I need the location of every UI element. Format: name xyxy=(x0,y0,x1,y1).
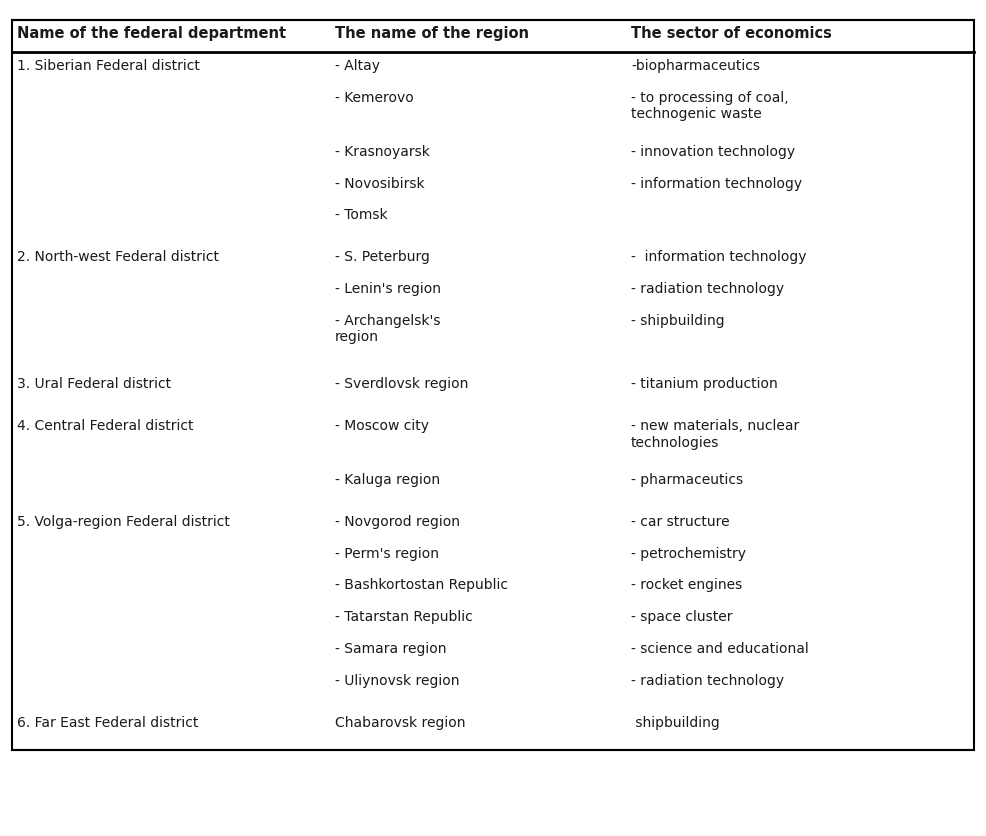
Text: - Sverdlovsk region: - Sverdlovsk region xyxy=(335,377,468,391)
Text: - Kemerovo: - Kemerovo xyxy=(335,91,414,105)
Bar xyxy=(12,21,974,750)
Text: - Moscow city: - Moscow city xyxy=(335,419,429,433)
Text: - space cluster: - space cluster xyxy=(631,609,733,624)
Text: 4. Central Federal district: 4. Central Federal district xyxy=(17,419,193,433)
Text: -biopharmaceutics: -biopharmaceutics xyxy=(631,59,760,74)
Text: - to processing of coal,
technogenic waste: - to processing of coal, technogenic was… xyxy=(631,91,789,121)
Text: - radiation technology: - radiation technology xyxy=(631,282,784,296)
Text: - S. Peterburg: - S. Peterburg xyxy=(335,250,430,264)
Text: - car structure: - car structure xyxy=(631,514,730,528)
Text: 6. Far East Federal district: 6. Far East Federal district xyxy=(17,715,198,729)
Text: - radiation technology: - radiation technology xyxy=(631,673,784,687)
Text: - Tatarstan Republic: - Tatarstan Republic xyxy=(335,609,473,624)
Text: 3. Ural Federal district: 3. Ural Federal district xyxy=(17,377,171,391)
Text: - Krasnoyarsk: - Krasnoyarsk xyxy=(335,145,430,159)
Text: The name of the region: The name of the region xyxy=(335,26,529,41)
Text: - information technology: - information technology xyxy=(631,176,803,191)
Text: - Archangelsk's
region: - Archangelsk's region xyxy=(335,314,441,344)
Text: - Tomsk: - Tomsk xyxy=(335,208,387,222)
Text: - Kaluga region: - Kaluga region xyxy=(335,472,441,487)
Text: 1. Siberian Federal district: 1. Siberian Federal district xyxy=(17,59,199,74)
Text: - pharmaceutics: - pharmaceutics xyxy=(631,472,743,487)
Text: Name of the federal department: Name of the federal department xyxy=(17,26,286,41)
Text: shipbuilding: shipbuilding xyxy=(631,715,720,729)
Text: Chabarovsk region: Chabarovsk region xyxy=(335,715,465,729)
Text: - shipbuilding: - shipbuilding xyxy=(631,314,725,328)
Text: The sector of economics: The sector of economics xyxy=(631,26,832,41)
Text: - Novgorod region: - Novgorod region xyxy=(335,514,460,528)
Text: - Novosibirsk: - Novosibirsk xyxy=(335,176,425,191)
Text: - new materials, nuclear
technologies: - new materials, nuclear technologies xyxy=(631,419,800,449)
Text: - Lenin's region: - Lenin's region xyxy=(335,282,442,296)
Text: - petrochemistry: - petrochemistry xyxy=(631,546,746,560)
Text: 5. Volga-region Federal district: 5. Volga-region Federal district xyxy=(17,514,230,528)
Text: - Samara region: - Samara region xyxy=(335,641,447,655)
Text: - science and educational: - science and educational xyxy=(631,641,809,655)
Text: - Uliynovsk region: - Uliynovsk region xyxy=(335,673,459,687)
Text: - innovation technology: - innovation technology xyxy=(631,145,795,159)
Text: - Perm's region: - Perm's region xyxy=(335,546,439,560)
Text: - titanium production: - titanium production xyxy=(631,377,778,391)
Text: -  information technology: - information technology xyxy=(631,250,807,264)
Text: 2. North-west Federal district: 2. North-west Federal district xyxy=(17,250,219,264)
Text: - Altay: - Altay xyxy=(335,59,381,74)
Text: - rocket engines: - rocket engines xyxy=(631,578,742,592)
Text: - Bashkortostan Republic: - Bashkortostan Republic xyxy=(335,578,508,592)
